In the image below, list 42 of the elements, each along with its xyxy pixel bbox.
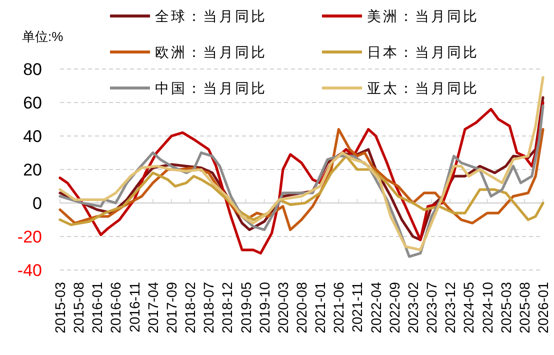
x-tick-label: 2025-08 (516, 282, 532, 334)
x-tick-label: 2015-08 (70, 282, 87, 334)
x-tick-label: 2016-06 (108, 282, 124, 334)
y-axis-title: 单位:% (22, 29, 64, 44)
y-tick-label: 40 (23, 127, 42, 146)
y-tick-label: 60 (23, 94, 42, 112)
legend-label: 日本：当月同比 (367, 44, 479, 60)
x-tick-label: 2020-08 (294, 282, 310, 334)
legend-label: 亚太：当月同比 (367, 80, 479, 96)
x-tick-label: 2016-01 (89, 282, 106, 334)
x-tick-label: 2019-10 (256, 282, 272, 334)
legend-label: 欧洲：当月同比 (155, 44, 267, 60)
legend-label: 美洲：当月同比 (367, 8, 479, 24)
legend-label: 中国：当月同比 (155, 80, 267, 96)
x-tick-label: 2016-11 (126, 282, 142, 332)
x-tick-label: 2017-04 (144, 282, 161, 334)
x-tick-label: 2025-03 (498, 282, 514, 334)
x-tick-label: 2018-02 (182, 282, 198, 334)
x-tick-label: 2023-02 (404, 282, 421, 334)
y-tick-label: 20 (23, 160, 42, 180)
x-tick-label: 2018-12 (219, 282, 236, 334)
x-tick-label: 2023-12 (442, 282, 458, 334)
x-tick-label: 2018-07 (200, 282, 217, 334)
x-tick-label: 2015-03 (52, 282, 68, 334)
x-tick-label: 2021-11 (349, 282, 366, 332)
x-tick-label: 2022-09 (386, 282, 402, 334)
x-tick-label: 2019-05 (238, 282, 254, 334)
x-tick-label: 2026-01 (535, 282, 551, 334)
x-tick-label: 2021-06 (330, 282, 347, 334)
y-tick-label: -40 (17, 261, 42, 280)
x-tick-label: 2020-03 (274, 282, 291, 334)
y-tick-label: -20 (17, 228, 42, 246)
legend-label: 全球：当月同比 (155, 8, 267, 24)
x-tick-label: 2017-09 (163, 282, 180, 334)
x-tick-label: 2024-10 (479, 282, 496, 334)
x-tick-label: 2022-04 (368, 282, 384, 334)
line-series (58, 76, 544, 252)
y-tick-label: 0 (32, 194, 42, 213)
x-tick-label: 2024-05 (460, 282, 477, 334)
y-tick-label: 80 (23, 60, 42, 79)
x-tick-label: 2023-07 (424, 282, 440, 334)
x-tick-label: 2021-01 (312, 282, 328, 334)
